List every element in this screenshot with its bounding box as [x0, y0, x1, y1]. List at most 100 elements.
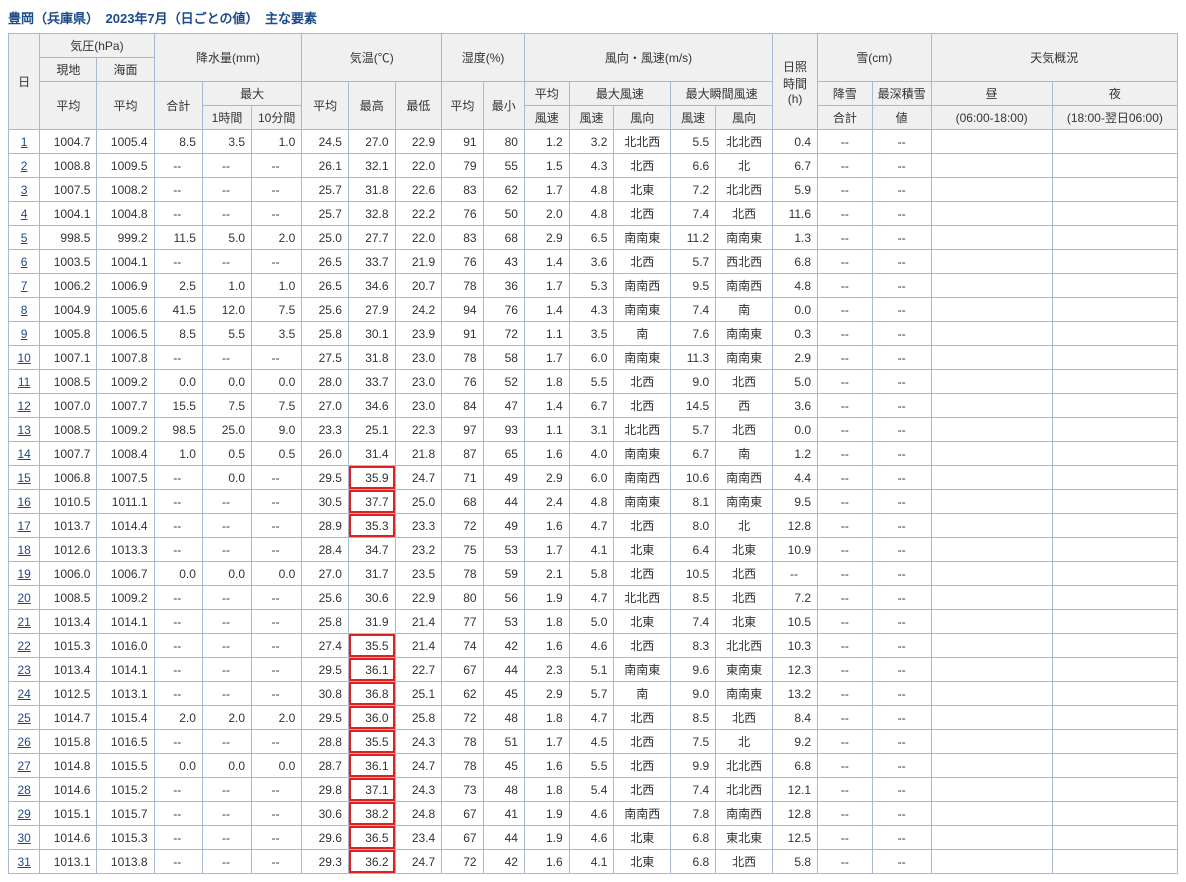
- table-cell: [931, 706, 1052, 730]
- table-cell: 27.5: [302, 346, 349, 370]
- table-cell: 80: [483, 130, 524, 154]
- day-link[interactable]: 19: [17, 567, 30, 581]
- day-link[interactable]: 16: [17, 495, 30, 509]
- table-cell: 9.5: [773, 490, 818, 514]
- table-cell: 78: [442, 346, 483, 370]
- table-cell: 13.2: [773, 682, 818, 706]
- table-cell: 1007.7: [97, 394, 154, 418]
- day-link[interactable]: 11: [18, 375, 30, 389]
- table-cell: 36.1: [348, 658, 395, 682]
- table-cell: --: [154, 730, 202, 754]
- table-cell: --: [872, 202, 931, 226]
- table-cell: 1.8: [524, 778, 569, 802]
- table-cell: 25.1: [348, 418, 395, 442]
- day-link[interactable]: 14: [17, 447, 30, 461]
- day-link[interactable]: 31: [17, 855, 30, 869]
- h-precip: 降水量(mm): [154, 34, 302, 82]
- table-cell: 8.4: [773, 706, 818, 730]
- table-cell: [1052, 490, 1177, 514]
- day-link[interactable]: 10: [17, 351, 30, 365]
- day-cell: 26: [9, 730, 40, 754]
- table-cell: 22.2: [395, 202, 442, 226]
- table-cell: [1052, 778, 1177, 802]
- day-cell: 11: [9, 370, 40, 394]
- table-cell: 56: [483, 586, 524, 610]
- day-link[interactable]: 1: [21, 135, 28, 149]
- day-link[interactable]: 15: [17, 471, 30, 485]
- table-cell: 21.9: [395, 250, 442, 274]
- table-cell: 1.8: [524, 610, 569, 634]
- table-cell: 1013.4: [40, 610, 97, 634]
- table-cell: --: [252, 682, 302, 706]
- table-cell: 25.1: [395, 682, 442, 706]
- table-cell: 44: [483, 826, 524, 850]
- h-precip-10m: 10分間: [252, 106, 302, 130]
- table-cell: --: [818, 634, 873, 658]
- table-row: 191006.01006.70.00.00.027.031.723.578592…: [9, 562, 1178, 586]
- table-cell: 30.6: [302, 802, 349, 826]
- table-cell: 北: [716, 514, 773, 538]
- table-cell: 52: [483, 370, 524, 394]
- day-link[interactable]: 17: [17, 519, 30, 533]
- table-cell: [931, 682, 1052, 706]
- day-link[interactable]: 9: [21, 327, 28, 341]
- table-cell: 1.6: [524, 850, 569, 874]
- table-cell: 25.0: [395, 490, 442, 514]
- table-cell: [1052, 370, 1177, 394]
- day-link[interactable]: 28: [17, 783, 30, 797]
- table-cell: 62: [442, 682, 483, 706]
- table-cell: 25.0: [302, 226, 349, 250]
- table-cell: --: [818, 178, 873, 202]
- table-cell: [931, 298, 1052, 322]
- table-cell: 3.2: [569, 130, 614, 154]
- table-cell: [1052, 202, 1177, 226]
- day-link[interactable]: 30: [17, 831, 30, 845]
- day-link[interactable]: 8: [21, 303, 28, 317]
- table-cell: 23.3: [302, 418, 349, 442]
- table-cell: --: [818, 394, 873, 418]
- table-cell: --: [202, 658, 251, 682]
- day-link[interactable]: 2: [21, 159, 28, 173]
- day-link[interactable]: 22: [17, 639, 30, 653]
- table-cell: 8.5: [671, 586, 716, 610]
- table-cell: 1.6: [524, 754, 569, 778]
- day-cell: 15: [9, 466, 40, 490]
- table-cell: 5.5: [569, 370, 614, 394]
- table-cell: 1006.7: [97, 562, 154, 586]
- table-cell: --: [872, 442, 931, 466]
- table-cell: 7.6: [671, 322, 716, 346]
- day-link[interactable]: 29: [17, 807, 30, 821]
- table-cell: --: [252, 634, 302, 658]
- table-cell: 41: [483, 802, 524, 826]
- day-link[interactable]: 24: [17, 687, 30, 701]
- table-cell: --: [154, 178, 202, 202]
- day-link[interactable]: 18: [17, 543, 30, 557]
- table-cell: 22.7: [395, 658, 442, 682]
- table-cell: 6.7: [773, 154, 818, 178]
- table-cell: [1052, 130, 1177, 154]
- table-cell: 0.0: [202, 370, 251, 394]
- day-link[interactable]: 27: [17, 759, 30, 773]
- day-link[interactable]: 25: [17, 711, 30, 725]
- day-link[interactable]: 12: [17, 399, 30, 413]
- table-cell: 9.6: [671, 658, 716, 682]
- table-cell: [1052, 394, 1177, 418]
- h-snow-depth: 最深積雪: [872, 82, 931, 106]
- day-link[interactable]: 4: [21, 207, 28, 221]
- table-row: 311013.11013.8------29.336.224.772421.64…: [9, 850, 1178, 874]
- day-link[interactable]: 21: [17, 615, 30, 629]
- table-cell: 36.5: [348, 826, 395, 850]
- day-link[interactable]: 13: [17, 423, 30, 437]
- table-row: 131008.51009.298.525.09.023.325.122.3979…: [9, 418, 1178, 442]
- table-cell: 23.4: [395, 826, 442, 850]
- day-link[interactable]: 3: [21, 183, 28, 197]
- day-link[interactable]: 26: [17, 735, 30, 749]
- table-cell: 5.5: [202, 322, 251, 346]
- day-link[interactable]: 20: [17, 591, 30, 605]
- day-link[interactable]: 5: [21, 231, 28, 245]
- table-cell: --: [154, 490, 202, 514]
- table-cell: 4.6: [569, 802, 614, 826]
- day-link[interactable]: 7: [21, 279, 28, 293]
- day-link[interactable]: 6: [21, 255, 28, 269]
- day-link[interactable]: 23: [17, 663, 30, 677]
